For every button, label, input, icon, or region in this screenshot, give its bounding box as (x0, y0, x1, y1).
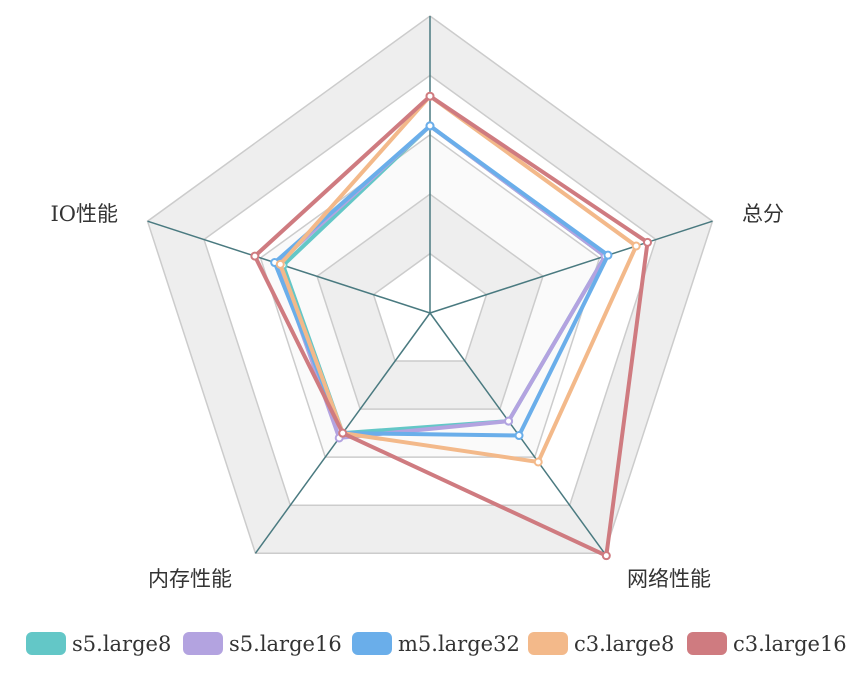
legend-swatch (183, 632, 223, 655)
legend-label: s5.large8 (72, 632, 171, 656)
legend-swatch (687, 632, 727, 655)
split-line-4 (203, 74, 657, 506)
split-line-3 (259, 133, 601, 458)
radar-axis-lines (147, 16, 713, 554)
split-line-1 (372, 252, 488, 362)
series-point-m5.large32-1[interactable] (603, 250, 613, 260)
series-point-c3.large16-4[interactable] (250, 251, 260, 261)
series-line-c3.large16 (252, 94, 650, 558)
series-line-c3.large8 (278, 94, 639, 464)
series-point-m5.large32-2[interactable] (514, 431, 524, 441)
legend: s5.large8 s5.large16 m5.large32 c3.large8 c3… (26, 632, 847, 656)
series-point-m5.large32-0[interactable] (425, 121, 435, 131)
legend-swatch (26, 632, 66, 655)
axis-label-2: 内存性能 (148, 567, 232, 591)
legend-label: m5.large32 (398, 632, 520, 656)
series-point-c3.large16-1[interactable] (642, 237, 652, 247)
series-point-c3.large16-3[interactable] (338, 428, 348, 438)
split-line-5 (146, 15, 714, 555)
legend-swatch (528, 632, 568, 655)
legend-item-c3.large16[interactable]: c3.large16 (687, 632, 847, 656)
series-point-c3.large16-2[interactable] (601, 551, 611, 561)
legend-item-s5.large8[interactable]: s5.large8 (26, 632, 171, 656)
legend-swatch (352, 632, 392, 655)
axis-label-3: IO性能 (50, 202, 118, 226)
series-point-c3.large8-1[interactable] (631, 241, 641, 251)
series-point-c3.large16-0[interactable] (425, 91, 435, 101)
legend-label: c3.large16 (733, 632, 847, 656)
legend-item-c3.large8[interactable]: c3.large8 (528, 632, 674, 656)
radar-split-lines (146, 15, 714, 555)
axis-line-4 (147, 220, 431, 314)
axis-label-1: 网络性能 (627, 567, 711, 591)
split-line-2 (316, 193, 544, 410)
series-point-s5.large16-2[interactable] (504, 416, 514, 426)
series-point-c3.large8-4[interactable] (275, 259, 285, 269)
legend-label: c3.large8 (574, 632, 674, 656)
legend-item-s5.large16[interactable]: s5.large16 (183, 632, 342, 656)
axis-line-1 (429, 220, 713, 314)
axis-label-0: 总分 (742, 202, 784, 226)
radar-series-layer (250, 91, 652, 561)
series-point-c3.large8-2[interactable] (533, 457, 543, 467)
legend-item-m5.large32[interactable]: m5.large32 (352, 632, 520, 656)
legend-label: s5.large16 (229, 632, 342, 656)
